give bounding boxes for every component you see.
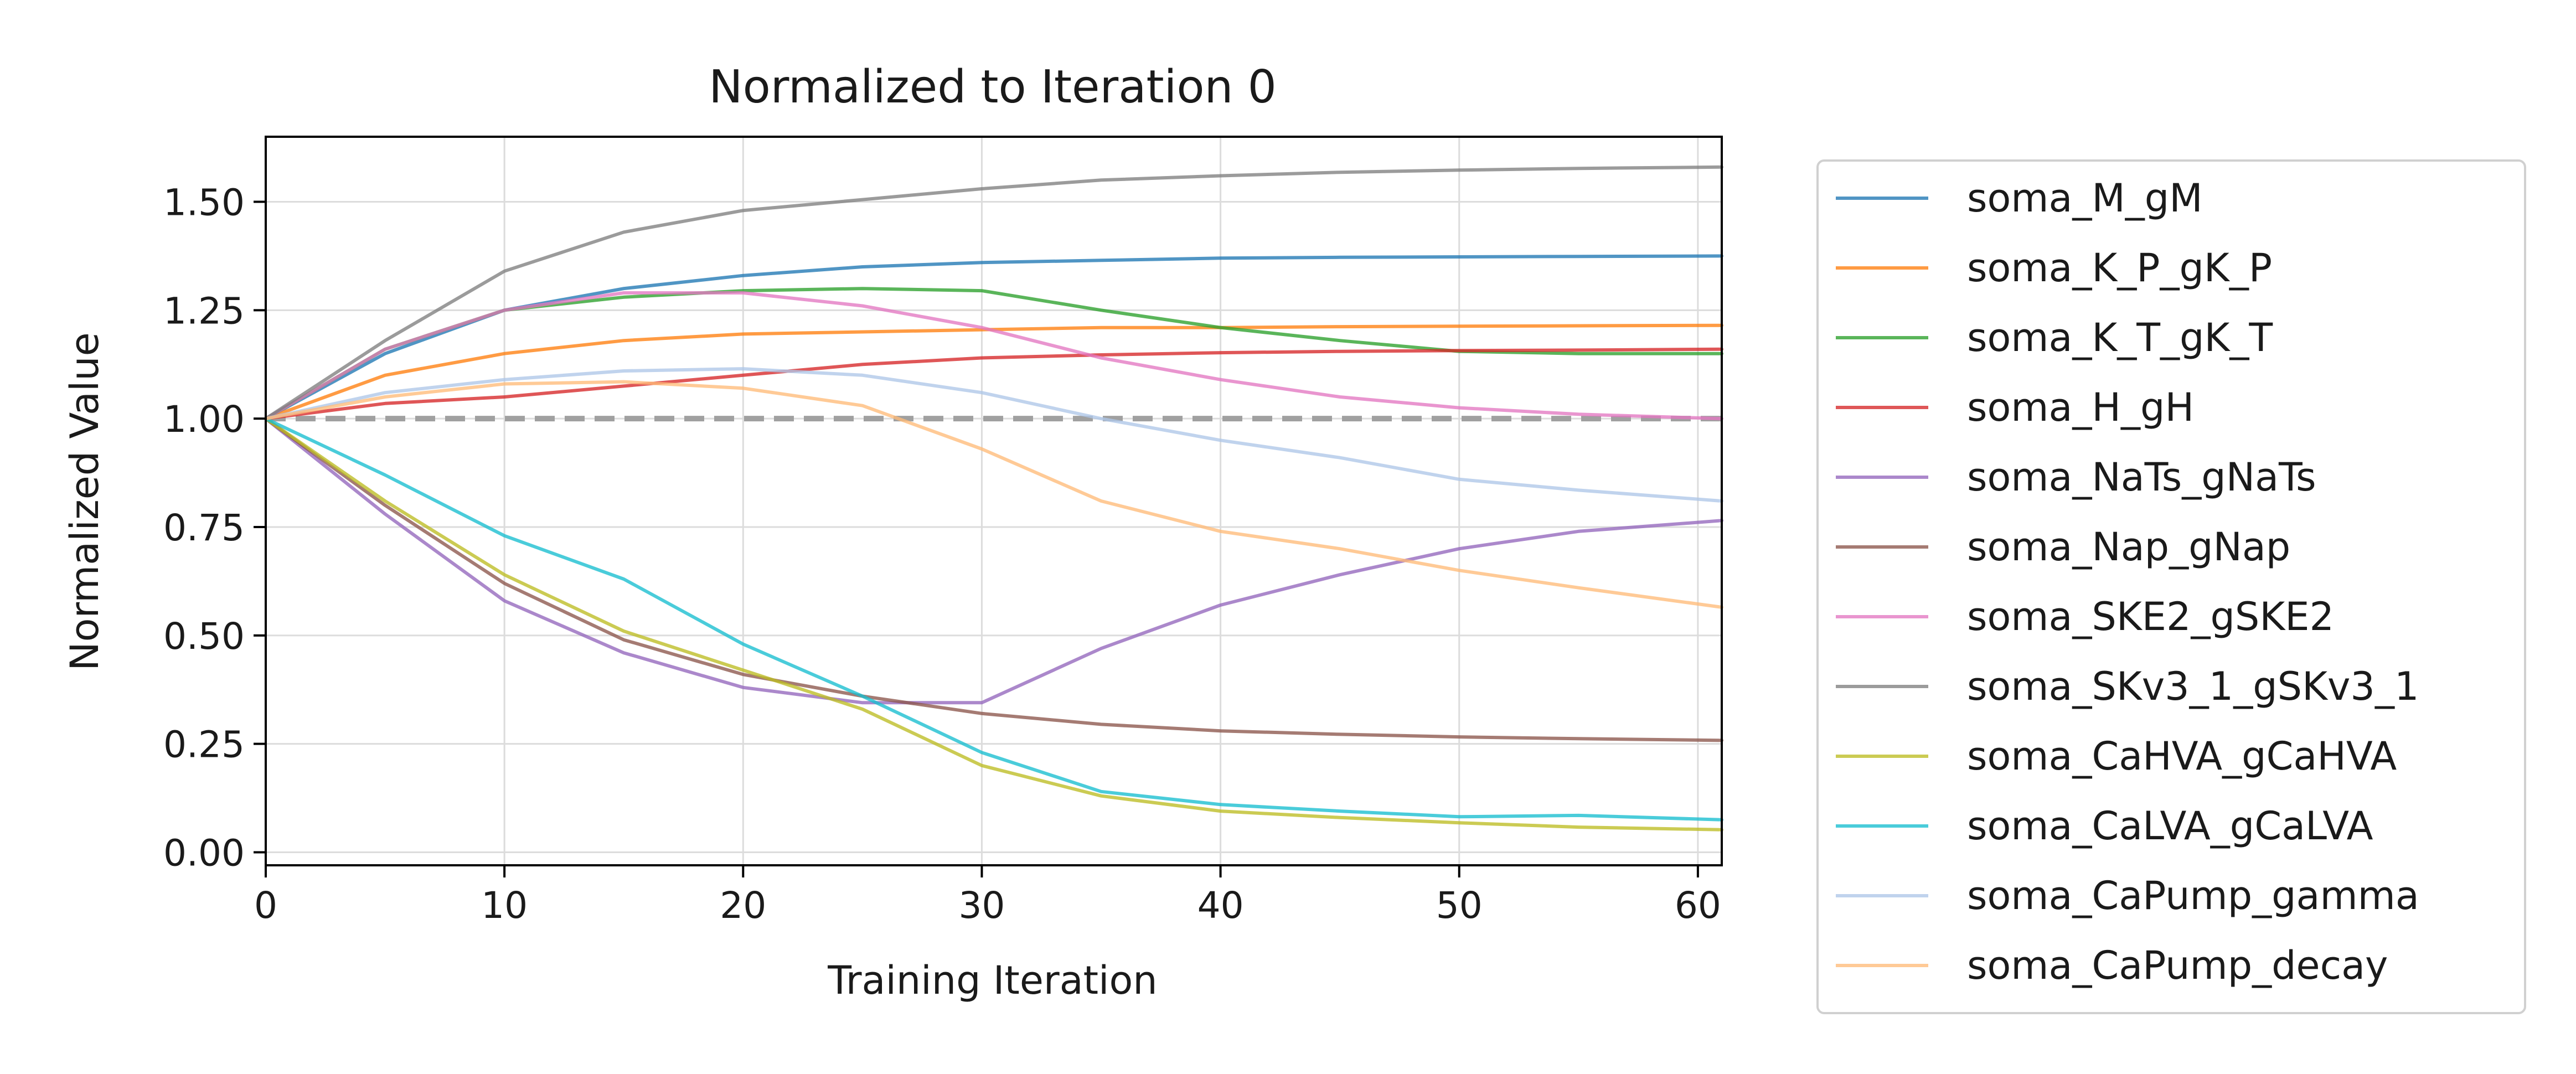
x-axis-label: Training Iteration bbox=[827, 958, 1157, 1003]
grid bbox=[265, 137, 1722, 865]
legend-label: soma_H_gH bbox=[1967, 385, 2194, 430]
legend-entry: soma_CaLVA_gCaLVA bbox=[1836, 803, 2373, 849]
legend-entry: soma_NaTs_gNaTs bbox=[1836, 455, 2316, 500]
series-line-soma_CaLVA_gCaLVA bbox=[264, 417, 1723, 822]
y-tick-label: 1.50 bbox=[163, 182, 245, 224]
y-tick-label: 0.50 bbox=[163, 615, 245, 658]
legend-entry: soma_SKv3_1_gSKv3_1 bbox=[1836, 664, 2419, 709]
legend-entry: soma_SKE2_gSKE2 bbox=[1836, 594, 2334, 639]
series-line-soma_H_gH bbox=[264, 347, 1723, 421]
x-tick-label: 20 bbox=[720, 884, 766, 927]
legend-label: soma_CaPump_decay bbox=[1967, 943, 2388, 988]
x-tick-label: 10 bbox=[481, 884, 528, 927]
series-line-soma_CaPump_decay bbox=[264, 380, 1723, 609]
series-line-soma_NaTs_gNaTs bbox=[264, 417, 1723, 705]
series-line-soma_K_P_gK_P bbox=[264, 323, 1723, 421]
legend-label: soma_M_gM bbox=[1967, 175, 2203, 221]
x-axis-ticks: 0 10 20 30 40 50 60 bbox=[254, 865, 1721, 927]
legend-entry: soma_H_gH bbox=[1836, 385, 2194, 430]
legend-entry: soma_Nap_gNap bbox=[1836, 524, 2290, 570]
series-line-soma_Nap_gNap bbox=[264, 417, 1723, 742]
legend-entry: soma_CaPump_gamma bbox=[1836, 873, 2419, 918]
legend-box bbox=[1816, 159, 2526, 1014]
series-group bbox=[264, 165, 1723, 832]
legend-label: soma_K_P_gK_P bbox=[1967, 245, 2272, 291]
legend-label: soma_CaPump_gamma bbox=[1967, 873, 2419, 918]
plot-frame bbox=[265, 136, 1723, 866]
legend-entry: soma_CaHVA_gCaHVA bbox=[1836, 734, 2397, 779]
legend-label: soma_NaTs_gNaTs bbox=[1967, 455, 2316, 500]
x-tick-label: 40 bbox=[1197, 884, 1244, 927]
y-axis-ticks: 0.00 0.25 0.50 0.75 1.00 1.25 1.50 bbox=[163, 182, 266, 875]
legend-label: soma_SKv3_1_gSKv3_1 bbox=[1967, 664, 2419, 709]
series-line-soma_SKv3_1_gSKv3_1 bbox=[264, 165, 1723, 421]
series-line-soma_CaHVA_gCaHVA bbox=[264, 417, 1723, 832]
legend-entry: soma_K_T_gK_T bbox=[1836, 315, 2273, 360]
series-line-soma_CaPump_gamma bbox=[264, 367, 1723, 503]
y-tick-label: 1.25 bbox=[163, 290, 245, 332]
legend-label: soma_Nap_gNap bbox=[1967, 524, 2290, 570]
chart-title: Normalized to Iteration 0 bbox=[709, 61, 1277, 113]
x-tick-label: 0 bbox=[254, 884, 277, 927]
series-line-soma_SKE2_gSKE2 bbox=[264, 291, 1723, 421]
legend-entry: soma_CaPump_decay bbox=[1836, 943, 2388, 988]
legend-label: soma_SKE2_gSKE2 bbox=[1967, 594, 2334, 639]
legend-label: soma_CaLVA_gCaLVA bbox=[1967, 803, 2373, 849]
x-tick-label: 50 bbox=[1436, 884, 1483, 927]
legend-label: soma_K_T_gK_T bbox=[1967, 315, 2273, 360]
legend-entry: soma_K_P_gK_P bbox=[1836, 245, 2272, 291]
x-tick-label: 60 bbox=[1675, 884, 1721, 927]
legend: soma_M_gM soma_K_P_gK_P soma_K_T_gK_T soma_… bbox=[1816, 159, 2526, 1014]
y-tick-label: 0.00 bbox=[163, 832, 245, 875]
y-tick-label: 0.75 bbox=[163, 507, 245, 549]
legend-label: soma_CaHVA_gCaHVA bbox=[1967, 734, 2397, 779]
y-axis-label: Normalized Value bbox=[62, 332, 107, 670]
x-tick-label: 30 bbox=[958, 884, 1005, 927]
legend-entry: soma_M_gM bbox=[1836, 175, 2203, 221]
y-tick-label: 1.00 bbox=[163, 398, 245, 441]
y-tick-label: 0.25 bbox=[163, 724, 245, 766]
